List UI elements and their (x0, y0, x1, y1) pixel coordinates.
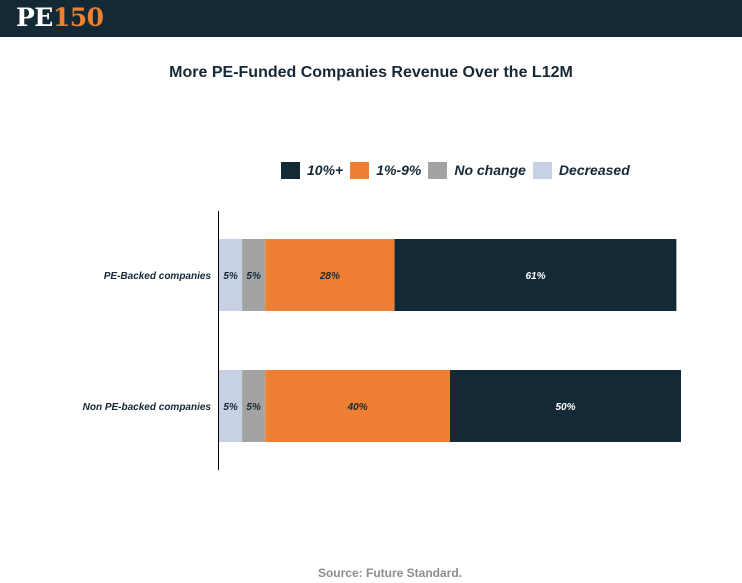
legend-item-1-9: 1%-9% (350, 161, 422, 179)
legend-label-10-plus: 10%+ (307, 162, 344, 178)
pe150-logo[interactable]: PE150 (16, 2, 104, 34)
legend-item-decreased: Decreased (532, 161, 630, 179)
legend-swatch-no-change (428, 161, 448, 179)
legend-item-no-change: No change (428, 161, 526, 179)
chart-legend: 10%+ 1%-9% No change Decreased (281, 160, 637, 180)
bar-non-pe-backed-1-9[interactable] (265, 370, 450, 442)
legend-label-1-9: 1%-9% (376, 162, 422, 178)
bar-non-pe-backed-10-plus[interactable] (450, 370, 681, 442)
logo-150-text: 150 (52, 3, 104, 32)
source-label: Source: (317, 566, 363, 580)
data-label-non-pe-backed-decreased: 5% (223, 402, 238, 413)
bar-non-pe-backed-no-change[interactable] (242, 370, 266, 442)
data-label-non-pe-backed-1-9: 40% (347, 402, 368, 413)
legend-swatch-1-9 (350, 161, 370, 179)
data-label-pe-backed-decreased: 5% (223, 271, 238, 282)
legend-swatch-decreased (532, 161, 552, 179)
bar-pe-backed-decreased[interactable] (219, 239, 243, 311)
legend-swatch-10-plus (281, 161, 300, 179)
legend-label-decreased: Decreased (558, 162, 630, 178)
category-label-pe-backed: PE-Backed companies (104, 271, 212, 282)
header-bar: PE150 (0, 0, 742, 37)
bar-pe-backed-no-change[interactable] (242, 239, 266, 311)
bar-pe-backed-10-plus[interactable] (394, 239, 677, 311)
bar-non-pe-backed-decreased[interactable] (219, 370, 243, 442)
source-note: Source: Future Standard. (0, 566, 742, 580)
chart-title: More PE-Funded Companies Revenue Over th… (169, 64, 573, 81)
bar-pe-backed-1-9[interactable] (265, 239, 395, 311)
data-label-pe-backed-1-9: 28% (319, 271, 340, 282)
data-label-pe-backed-10-plus: 61% (525, 271, 545, 282)
data-label-non-pe-backed-no-change: 5% (246, 402, 261, 413)
legend-label-no-change: No change (454, 162, 526, 178)
logo-pe-text: PE (16, 3, 53, 32)
category-label-non-pe-backed: Non PE-backed companies (83, 402, 212, 413)
data-label-pe-backed-no-change: 5% (246, 271, 261, 282)
source-text: Future Standard. (366, 566, 463, 580)
legend-item-10-plus: 10%+ (281, 161, 344, 179)
data-label-non-pe-backed-10-plus: 50% (555, 402, 575, 413)
